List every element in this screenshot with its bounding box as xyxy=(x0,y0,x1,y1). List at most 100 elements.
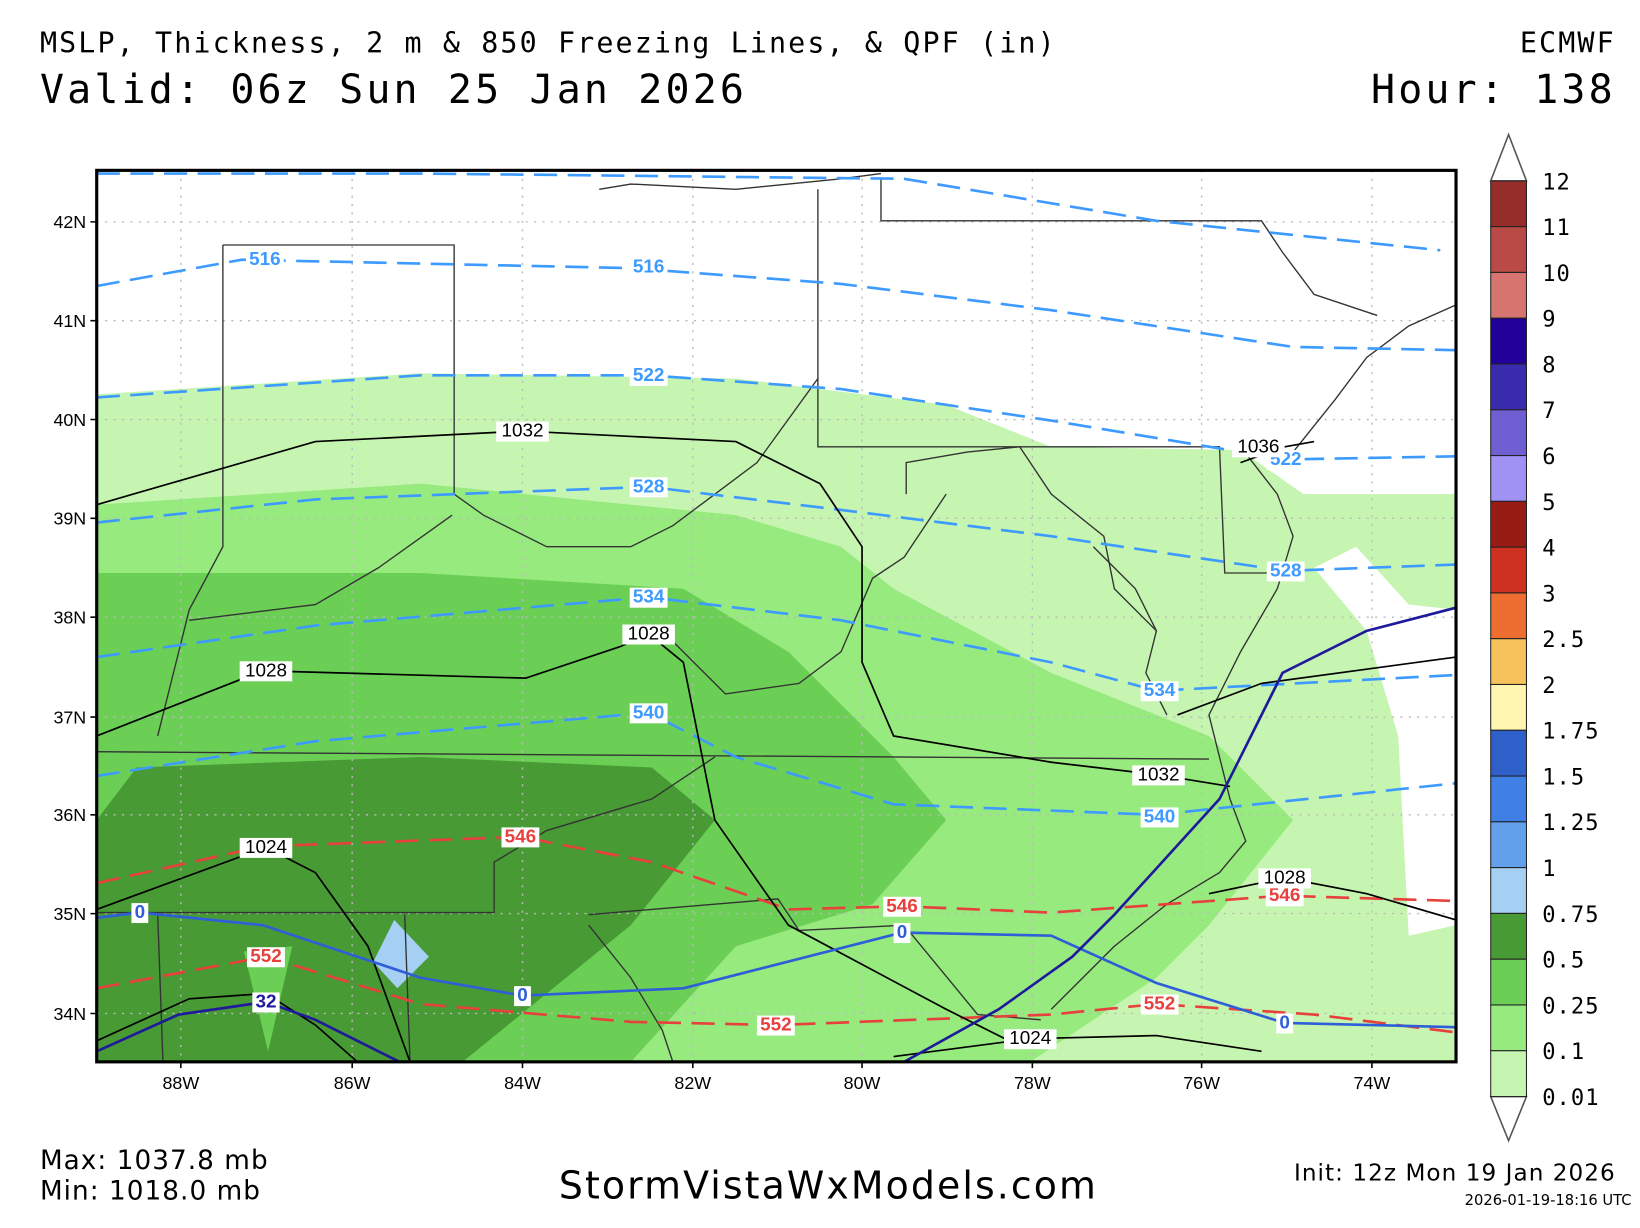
map-frame xyxy=(95,168,1458,1064)
colorbar-swatch xyxy=(1490,638,1527,686)
contour-label: 522 xyxy=(633,365,665,386)
lon-label: 76W xyxy=(1183,1073,1220,1093)
contour-label: 546 xyxy=(886,896,918,917)
isobar-label: 1024 xyxy=(245,837,287,858)
valid-time: Valid: 06z Sun 25 Jan 2026 xyxy=(40,67,747,113)
contour-label: 540 xyxy=(633,702,665,723)
qpf-colorbar: 12 11 10 9 8 7 6 5 4 3 2.5 2 1.75 1.5 1.25 1 0.75 0.5 0.25… xyxy=(1489,132,1599,1143)
colorbar-swatch xyxy=(1490,729,1527,777)
colorbar-swatch xyxy=(1490,455,1527,502)
colorbar-label: 1.25 xyxy=(1542,811,1599,836)
colorbar-swatch xyxy=(1490,912,1527,960)
isobar-label: 1032 xyxy=(501,421,543,442)
warm-thickness-labels: 546 546 546 552 552 552 xyxy=(247,826,1304,1036)
colorbar-swatch xyxy=(1490,363,1527,411)
freezing-label: 0 xyxy=(1279,1012,1290,1033)
colorbar-label: 0.75 xyxy=(1542,903,1599,928)
forecast-hour: Hour: 138 xyxy=(1371,67,1616,113)
colorbar-swatch xyxy=(1490,775,1527,823)
contour-label: 540 xyxy=(1144,806,1176,827)
isobar-label: 1032 xyxy=(1137,764,1179,785)
colorbar-label: 10 xyxy=(1542,262,1571,287)
colorbar-swatch xyxy=(1490,1050,1527,1098)
colorbar-label: 5 xyxy=(1542,491,1556,516)
contour-label: 534 xyxy=(633,587,665,608)
colorbar-swatch xyxy=(1490,683,1527,731)
contour-label: 528 xyxy=(633,476,665,497)
isobar-label: 1036 xyxy=(1237,436,1279,457)
longitude-axis: 88W 86W 84W 82W 80W 78W 76W 74W xyxy=(162,1073,1390,1093)
lon-label: 74W xyxy=(1354,1073,1391,1093)
freezing-label: 32 xyxy=(255,991,276,1012)
freezing-label: 0 xyxy=(517,985,528,1006)
colorbar-swatch xyxy=(1490,821,1527,869)
qpf-0.75 xyxy=(373,919,429,989)
freezing-label: 0 xyxy=(135,902,146,923)
colorbar-swatch xyxy=(1490,409,1527,457)
lat-label: 36N xyxy=(53,805,86,825)
lat-label: 35N xyxy=(53,904,86,924)
min-pressure: Min: 1018.0 mb xyxy=(40,1177,261,1207)
contour-label: 552 xyxy=(760,1015,792,1036)
colorbar-label: 2.5 xyxy=(1542,628,1585,653)
lat-label: 41N xyxy=(53,311,86,331)
contour-label: 516 xyxy=(249,249,281,270)
lon-label: 80W xyxy=(844,1073,881,1093)
colorbar-label: 0.1 xyxy=(1542,1040,1585,1065)
colorbar-swatch xyxy=(1490,546,1527,594)
colorbar-label: 0.5 xyxy=(1542,949,1585,974)
qpf-0.5 xyxy=(96,756,715,1062)
colorbar-max-arrow xyxy=(1489,132,1528,182)
lat-label: 38N xyxy=(53,607,86,627)
colorbar-label: 3 xyxy=(1542,582,1556,607)
contour-label: 528 xyxy=(1270,560,1302,581)
isobars xyxy=(96,430,1457,1062)
isobar-label: 1028 xyxy=(245,660,287,681)
map-title: MSLP, Thickness, 2 m & 850 Freezing Line… xyxy=(40,27,1057,60)
colorbar-label: 2 xyxy=(1542,674,1556,699)
lat-label: 39N xyxy=(53,509,86,529)
colorbar-label: 11 xyxy=(1542,216,1571,241)
max-pressure: Max: 1037.8 mb xyxy=(40,1146,269,1176)
colorbar-swatch xyxy=(1490,592,1527,640)
lon-label: 84W xyxy=(504,1073,541,1093)
contour-label: 546 xyxy=(1269,885,1301,906)
colorbar-label: 12 xyxy=(1542,170,1571,195)
latitude-axis: 42N 41N 40N 39N 38N 37N 36N 35N 34N xyxy=(53,212,86,1024)
colorbar-swatch xyxy=(1490,1004,1527,1052)
lon-label: 88W xyxy=(162,1073,199,1093)
colorbar-label: 4 xyxy=(1542,537,1556,562)
contour-label: 546 xyxy=(505,826,537,847)
colorbar-label: 7 xyxy=(1542,399,1556,424)
colorbar-label: 6 xyxy=(1542,445,1556,470)
lat-label: 42N xyxy=(53,212,86,232)
isobar-labels: 1032 1032 1036 1028 1028 1028 1024 1024 xyxy=(239,421,1311,1050)
contour-label: 516 xyxy=(633,257,665,278)
isobar-label: 1028 xyxy=(628,623,670,644)
colorbar-label: 9 xyxy=(1542,308,1556,333)
colorbar-label: 1.75 xyxy=(1542,720,1599,745)
lon-label: 82W xyxy=(674,1073,711,1093)
colorbar-swatch xyxy=(1490,867,1527,914)
colorbar-swatch xyxy=(1490,500,1527,548)
site-watermark: StormVistaWxModels.com xyxy=(559,1164,1098,1208)
colorbar-swatch xyxy=(1490,317,1527,365)
lat-label: 34N xyxy=(53,1004,86,1024)
colorbar-swatch xyxy=(1490,180,1527,228)
colorbar-swatch xyxy=(1490,226,1527,273)
contour-label: 534 xyxy=(1144,680,1176,701)
contour-label: 552 xyxy=(1144,994,1176,1015)
colorbar-swatch xyxy=(1490,271,1527,319)
lon-label: 78W xyxy=(1014,1073,1051,1093)
colorbar-label: 8 xyxy=(1542,353,1556,378)
contour-label: 552 xyxy=(250,946,282,967)
colorbar-label: 1 xyxy=(1542,857,1556,882)
colorbar-min-arrow xyxy=(1489,1095,1528,1143)
isobar-label: 1028 xyxy=(1264,867,1306,888)
colorbar-label: 0.01 xyxy=(1542,1086,1599,1111)
generated-time: 2026-01-19-18:16 UTC xyxy=(1465,1192,1632,1209)
colorbar-label: 1.5 xyxy=(1542,765,1585,790)
isobar-label: 1024 xyxy=(1009,1028,1051,1049)
freezing-label: 0 xyxy=(897,922,908,943)
